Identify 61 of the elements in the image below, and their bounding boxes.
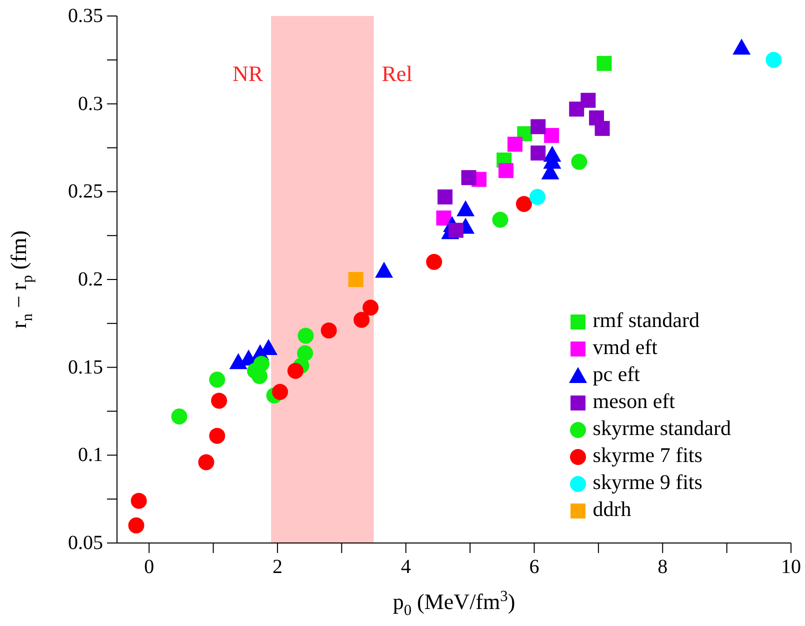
- point: [580, 92, 596, 108]
- point: [320, 322, 337, 338]
- point: [272, 384, 288, 400]
- point: [529, 188, 546, 205]
- legend-label: pc eft: [592, 362, 640, 386]
- point: [436, 210, 452, 226]
- point: [544, 128, 560, 143]
- point: [596, 56, 612, 71]
- point: [362, 300, 379, 316]
- point: [253, 356, 270, 372]
- point: [438, 189, 453, 204]
- annotation: NR: [232, 61, 264, 86]
- point: [766, 52, 782, 68]
- y-tick-label: 0.05: [68, 532, 103, 554]
- point: [209, 372, 226, 388]
- x-tick-label: 6: [529, 556, 540, 578]
- point: [594, 120, 610, 136]
- legend-label: skyrme 9 fits: [592, 470, 702, 494]
- legend-label: meson eft: [592, 389, 676, 413]
- point: [198, 454, 214, 470]
- point: [287, 362, 304, 379]
- point: [375, 262, 394, 278]
- point: [530, 119, 546, 134]
- x-tick-label: 8: [658, 556, 668, 578]
- point: [530, 146, 546, 161]
- y-tick-label: 0.3: [78, 92, 103, 115]
- x-tick-label: 4: [400, 556, 411, 578]
- point: [456, 200, 475, 216]
- point: [571, 154, 588, 170]
- legend-label: skyrme standard: [592, 416, 731, 440]
- y-tick-label: 0.35: [68, 5, 103, 27]
- y-tick-label: 0.2: [78, 268, 103, 290]
- y-tick-label: 0.25: [68, 180, 103, 203]
- point: [448, 222, 464, 238]
- point: [297, 345, 314, 362]
- x-tick-label: 2: [272, 556, 282, 578]
- legend-label: skyrme 7 fits: [592, 443, 702, 467]
- point: [492, 212, 508, 228]
- x-tick-label: 0: [144, 556, 154, 578]
- point: [498, 163, 514, 178]
- point: [354, 312, 370, 328]
- point: [298, 328, 314, 344]
- y-tick-label: 0.1: [78, 444, 103, 466]
- legend-label: vmd eft: [592, 335, 658, 359]
- point: [426, 254, 442, 270]
- x-axis-title: p$_{0}$ (MeV/fm$^{3}$): [392, 588, 516, 619]
- point: [211, 392, 228, 409]
- legend-label: rmf standard: [592, 308, 700, 332]
- x-tick-label: 10: [781, 556, 801, 578]
- point: [348, 272, 364, 287]
- point: [128, 517, 144, 534]
- point: [209, 428, 226, 444]
- point: [516, 196, 532, 212]
- annotation: Rel: [382, 61, 412, 86]
- point: [171, 408, 188, 425]
- point: [732, 38, 751, 55]
- point: [130, 492, 147, 509]
- y-tick-label: 0.15: [68, 356, 103, 378]
- point: [507, 136, 522, 152]
- point: [461, 170, 476, 186]
- legend-label: ddrh: [592, 497, 632, 521]
